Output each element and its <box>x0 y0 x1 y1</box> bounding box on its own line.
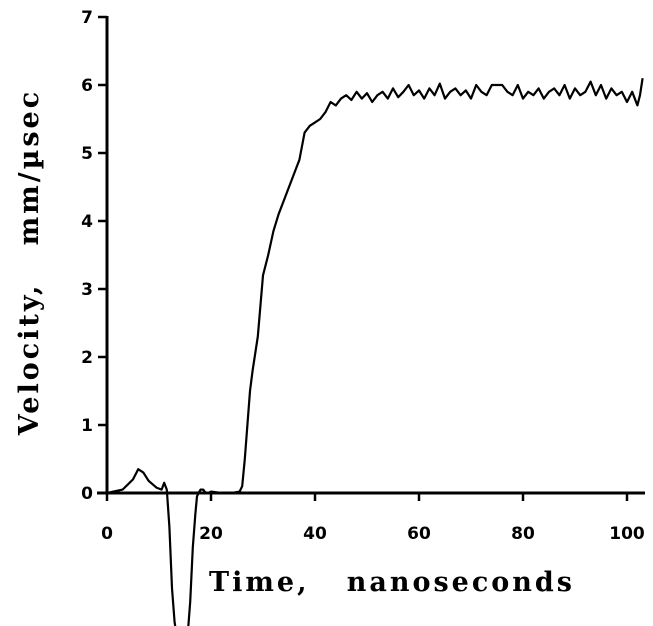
y-tick-label: 5 <box>81 144 93 164</box>
x-tick-label: 100 <box>609 524 645 544</box>
y-tick-label: 4 <box>81 212 93 232</box>
x-tick-label: 80 <box>511 524 535 544</box>
x-tick-label: 40 <box>303 524 327 544</box>
y-tick-label: 2 <box>81 348 93 368</box>
x-tick-label: 0 <box>101 524 113 544</box>
tick-marks <box>98 15 629 501</box>
y-tick-label: 3 <box>81 280 93 300</box>
y-tick-label: 0 <box>81 484 93 504</box>
y-tick-label: 1 <box>81 416 93 436</box>
x-axis-title: Time, nanoseconds <box>209 567 575 598</box>
y-tick-label: 7 <box>81 8 93 28</box>
x-tick-label: 20 <box>199 524 223 544</box>
y-axis-title: Velocity, mm/µsec <box>14 89 45 436</box>
x-tick-label: 60 <box>407 524 431 544</box>
y-tick-label: 6 <box>81 76 93 96</box>
velocity-series-line <box>106 78 644 626</box>
tick-labels: 0 1 2 3 4 5 6 7 0 20 40 60 80 100 <box>81 8 645 544</box>
